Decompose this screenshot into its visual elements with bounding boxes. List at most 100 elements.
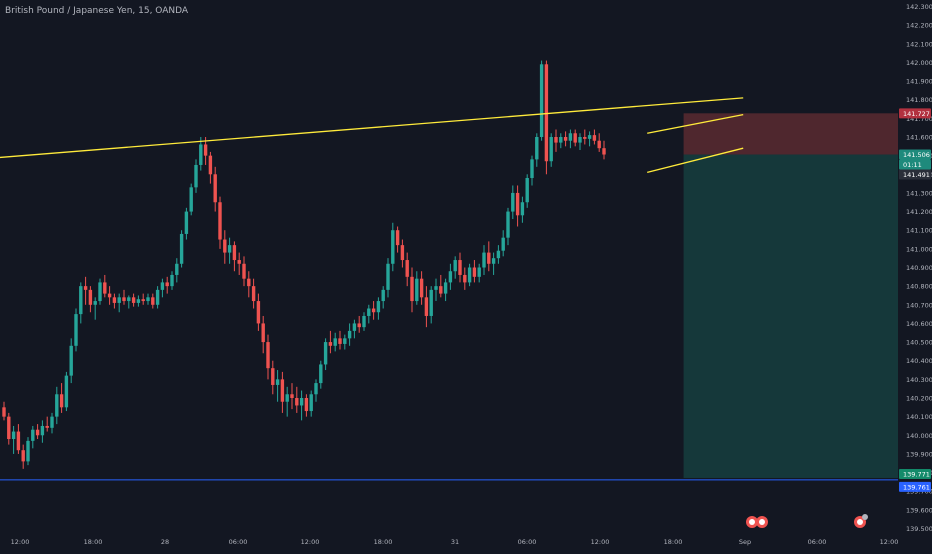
candle-body xyxy=(189,187,193,212)
candle-body xyxy=(266,342,270,369)
time-tick-label: 06:00 xyxy=(229,538,248,546)
candle-body xyxy=(362,315,366,328)
candle-body xyxy=(107,293,112,298)
candle-body xyxy=(352,323,357,331)
time-tick-label: Sep xyxy=(739,538,751,546)
candle-body xyxy=(122,297,126,302)
candle-body xyxy=(554,137,558,143)
candle-body xyxy=(376,301,381,313)
candle-body xyxy=(559,137,563,143)
candle-body xyxy=(117,297,121,303)
candle-body xyxy=(319,364,323,384)
stop-loss-zone[interactable] xyxy=(683,113,898,155)
candle-body xyxy=(64,375,69,408)
candle-body xyxy=(55,394,59,417)
candle-body xyxy=(136,299,141,303)
candle-body xyxy=(314,383,318,395)
candle-body xyxy=(357,323,361,328)
candle-body xyxy=(515,192,520,216)
candle-body xyxy=(208,155,213,175)
candle-body xyxy=(328,342,333,346)
price-tick-label: 141.300 xyxy=(906,189,932,197)
candle-body xyxy=(323,342,328,365)
candle-body xyxy=(165,282,169,287)
price-badges: 141.727 141.506 01:11 141.491 139.771 139.761 xyxy=(899,108,931,492)
candle-body xyxy=(487,252,491,264)
time-tick-label: 18:00 xyxy=(374,538,393,546)
candle-body xyxy=(587,135,592,139)
price-tick-label: 140.100 xyxy=(906,413,932,421)
candle-body xyxy=(304,398,309,412)
candle-body xyxy=(40,425,45,436)
candle-body xyxy=(563,137,568,141)
countdown-badge: 01:11 xyxy=(903,161,922,169)
candle-body xyxy=(155,289,160,305)
candle-body xyxy=(199,144,203,165)
upper-trendline[interactable] xyxy=(0,97,744,159)
candle-body xyxy=(347,330,352,339)
candle-body xyxy=(256,301,261,324)
candle-body xyxy=(271,368,275,385)
price-tick-label: 140.600 xyxy=(906,320,932,328)
stop-price-badge: 141.727 xyxy=(903,110,930,118)
take-profit-zone[interactable] xyxy=(683,154,898,478)
target-price-badge-bg xyxy=(899,468,931,479)
position-zones xyxy=(683,113,898,478)
candle-body xyxy=(184,211,189,234)
candle-body xyxy=(59,394,64,408)
price-tick-label: 140.200 xyxy=(906,395,932,403)
candle-body xyxy=(395,230,400,246)
price-tick-label: 139.500 xyxy=(906,525,932,533)
candle-body xyxy=(405,260,409,277)
previous-price-badge-bg xyxy=(899,169,931,180)
candle-body xyxy=(103,282,107,294)
candle-body xyxy=(237,260,241,264)
event-flags-icon[interactable] xyxy=(746,516,768,528)
candle-body xyxy=(530,159,534,179)
price-tick-label: 141.100 xyxy=(906,227,932,235)
price-tick-label: 142.300 xyxy=(906,3,932,11)
candle-body xyxy=(477,267,481,277)
event-flag-icon[interactable] xyxy=(854,514,868,528)
candle-body xyxy=(98,282,102,302)
channel-upper-line[interactable] xyxy=(647,113,744,134)
candle-body xyxy=(275,379,280,385)
candle-body xyxy=(549,137,553,162)
candle-body xyxy=(539,64,544,137)
candle-body xyxy=(227,245,232,253)
candle-body xyxy=(424,297,429,316)
time-axis[interactable]: 12:00 18:00 28 06:00 12:00 18:00 31 06:00 12:00 1… xyxy=(11,538,899,546)
candle-body xyxy=(79,286,83,315)
candle-body xyxy=(151,297,155,305)
last-price-badge: 141.506 xyxy=(903,151,930,159)
candle-body xyxy=(175,263,179,275)
time-tick-label: 12:00 xyxy=(11,538,30,546)
candle-body xyxy=(194,164,198,188)
candle-body xyxy=(131,297,136,303)
candle-body xyxy=(371,308,376,313)
candle-body xyxy=(491,258,496,264)
candle-body xyxy=(415,278,419,302)
price-tick-label: 141.000 xyxy=(906,245,932,253)
candle-body xyxy=(381,289,385,302)
candle-body xyxy=(2,407,6,417)
candle-body xyxy=(170,274,174,287)
time-tick-label: 12:00 xyxy=(591,538,610,546)
candle-body xyxy=(7,416,11,440)
countdown-badge-bg xyxy=(899,159,931,170)
price-axis[interactable]: 142.300 142.200 142.100 142.000 141.900 141.8… xyxy=(906,3,932,533)
candle-body xyxy=(333,338,337,346)
bid-price-badge-bg xyxy=(899,481,931,492)
candle-body xyxy=(434,286,438,290)
bid-price-badge: 139.761 xyxy=(903,483,930,491)
candle-body xyxy=(45,425,49,428)
candles xyxy=(2,60,606,469)
candle-body xyxy=(391,230,395,264)
candle-body xyxy=(127,297,131,302)
candle-body xyxy=(573,133,577,143)
symbol-title: British Pound / Japanese Yen, 15, OANDA xyxy=(5,6,189,16)
channel-lower-line[interactable] xyxy=(647,147,744,174)
candle-body xyxy=(506,211,510,238)
price-tick-label: 142.100 xyxy=(906,40,932,48)
